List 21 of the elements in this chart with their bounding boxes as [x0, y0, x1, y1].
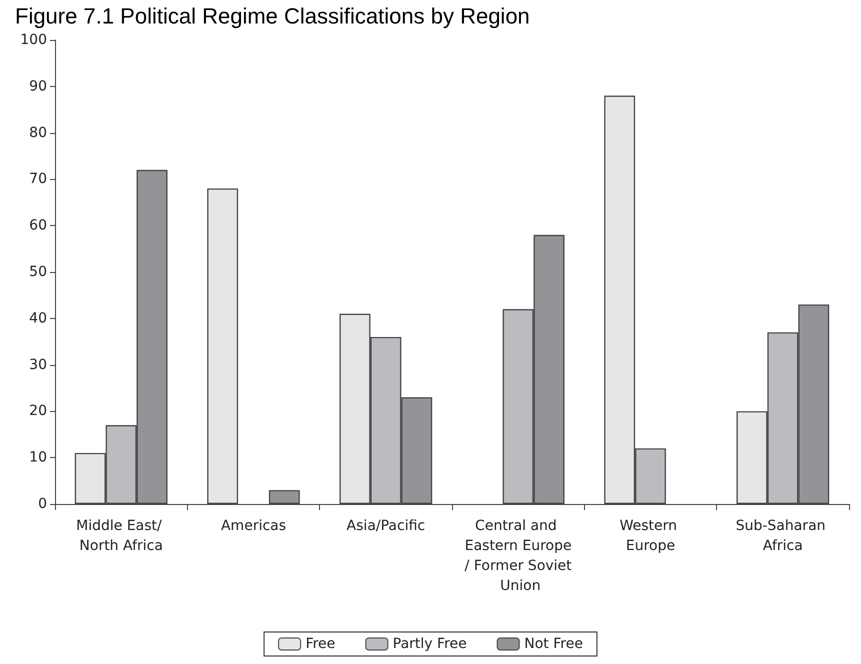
- legend-label: Free: [306, 636, 336, 652]
- x-tick-label: Asia/Pacific: [346, 518, 426, 534]
- y-tick-label: 70: [29, 171, 47, 188]
- x-tick-label: Sub-Saharan Africa: [736, 518, 830, 554]
- y-tick-label: 100: [20, 32, 47, 48]
- y-tick-label: 80: [29, 124, 47, 141]
- y-tick-label: 40: [29, 310, 47, 326]
- y-tick-label: 30: [29, 356, 47, 373]
- legend-label: Not Free: [524, 636, 583, 652]
- y-tick-label: 20: [29, 403, 47, 420]
- y-tick-label: 60: [29, 218, 47, 234]
- y-tick-label: 50: [29, 264, 47, 280]
- y-tick-label: 0: [38, 496, 47, 512]
- x-tick-label: Middle East/ North Africa: [76, 518, 166, 554]
- legend-label: Partly Free: [392, 636, 467, 652]
- y-tick-label: 10: [29, 450, 47, 466]
- chart-title: Figure 7.1 Political Regime Classifications by Region: [15, 4, 530, 28]
- y-tick-label: 90: [29, 78, 47, 94]
- x-tick-label: Western Europe: [620, 518, 682, 554]
- x-tick-label: Central and Eastern Europe/ Former Soviet Union: [464, 518, 572, 594]
- x-tick-label: Americas: [220, 518, 286, 534]
